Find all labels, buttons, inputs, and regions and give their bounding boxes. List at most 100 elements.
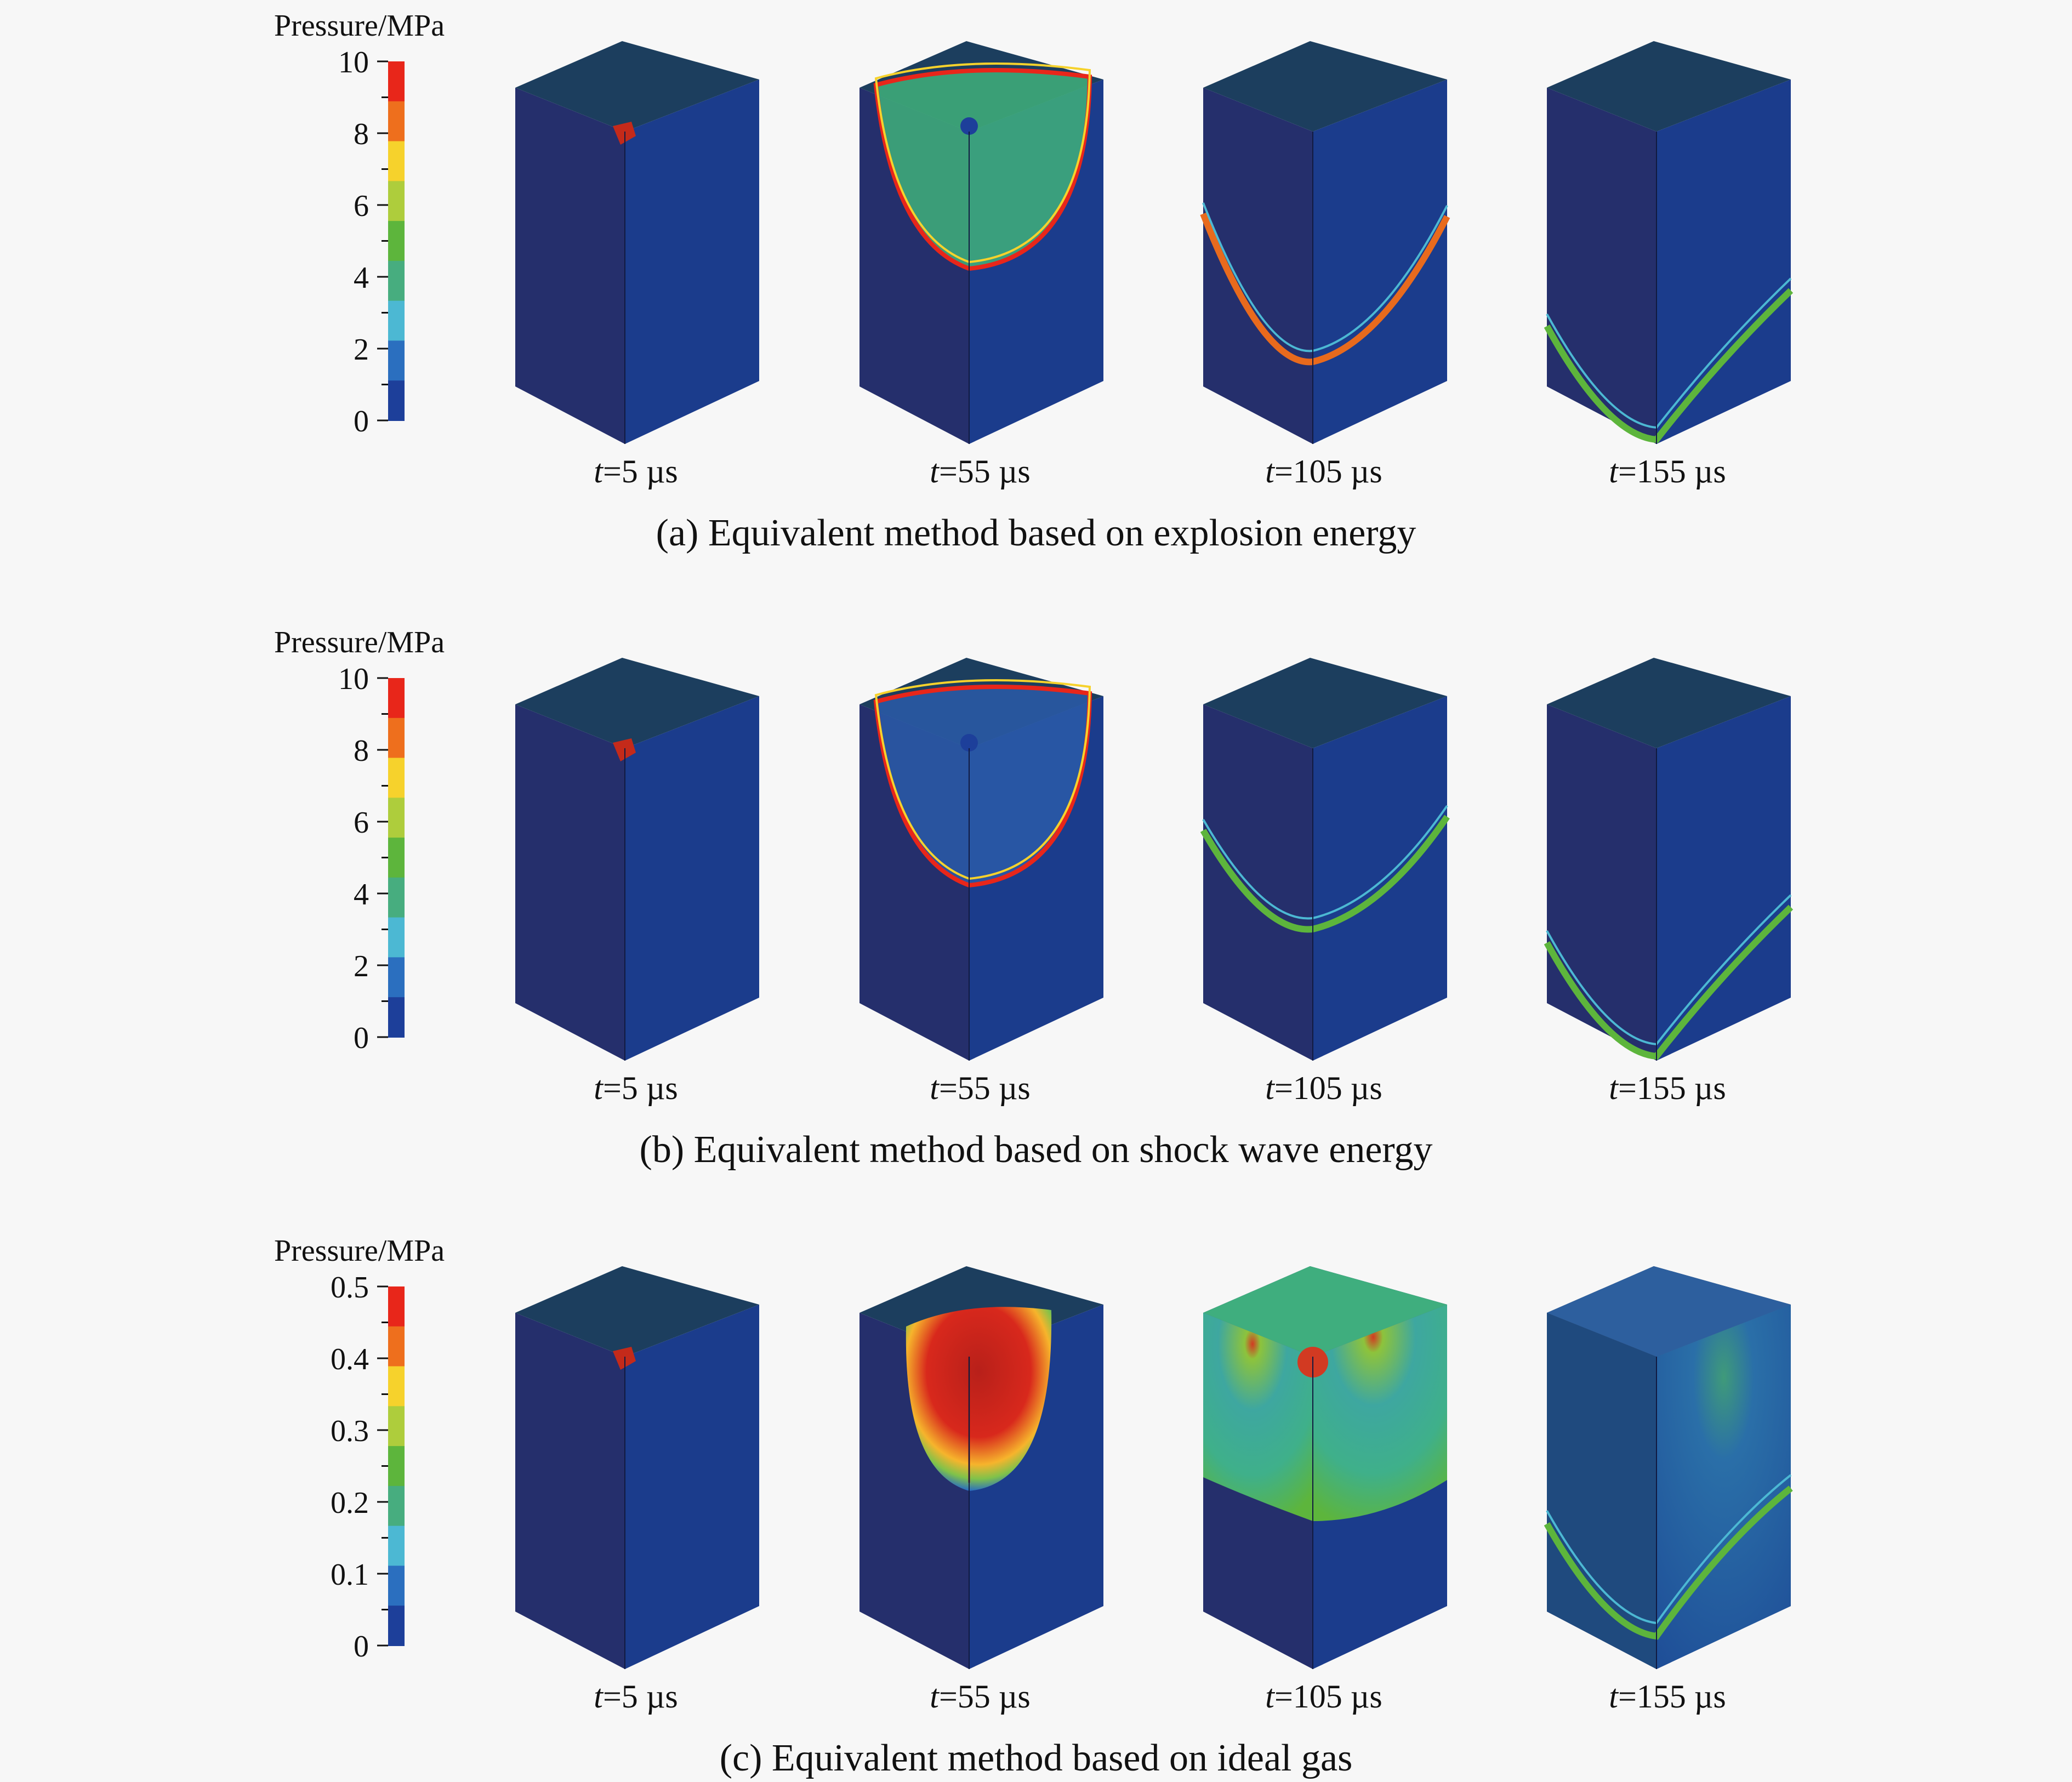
panel-0-colorbar-segment [388, 340, 405, 382]
panel-1-colorbar-segment [388, 838, 405, 878]
panel-2-time-label-1: t=55 µs [930, 1678, 1030, 1715]
panel-2-time-label-2: t=105 µs [1265, 1678, 1382, 1715]
panel-1-cube-2-top-face [1203, 658, 1447, 748]
panel-0-colorbar-segment [388, 101, 405, 142]
panel-2-cube-1-high-pressure-region [906, 1307, 1052, 1491]
panel-2-colorbar-tick-label: 0.2 [331, 1486, 369, 1520]
panel-0-cube-1-wavefront-inner [874, 62, 1091, 264]
panel-1-colorbar-segment [388, 877, 405, 918]
panel-2-colorbar-tick-label: 0.4 [331, 1342, 369, 1376]
panel-0-time-label-1: t=55 µs [930, 453, 1030, 489]
panel-1-cube-2-right-face [1313, 696, 1447, 1061]
panel-0-colorbar-segment [388, 61, 405, 102]
panel-0-colorbar-segment [388, 221, 405, 261]
panel-1-cube-3-top-face [1547, 658, 1791, 748]
panel-0-colorbar-segment [388, 141, 405, 182]
panel-0-time-label-2: t=105 µs [1265, 453, 1382, 489]
panel-0-time-label-3: t=155 µs [1609, 453, 1726, 489]
panel-2-colorbar-segment [388, 1446, 405, 1487]
panel-1-colorbar-segment [388, 957, 405, 998]
panel-0-colorbar-segment [388, 181, 405, 222]
panel-1-colorbar-tick-label: 2 [354, 949, 369, 983]
panel-1-cube-1-cavity [960, 734, 978, 751]
panel-0-cube-3-top-face [1547, 41, 1791, 132]
panel-1-colorbar-segment [388, 917, 405, 958]
panel-1-cube-1-wavefront-inner [874, 679, 1091, 880]
panel-1-cube-0-left-face [515, 704, 625, 1061]
panel-1-time-label-1: t=55 µs [930, 1070, 1030, 1106]
panel-2-colorbar-segment [388, 1406, 405, 1447]
panel-0-cube-0-left-face [515, 88, 625, 444]
panel-1-colorbar-segment [388, 798, 405, 839]
panel-1-time-label-2: t=105 µs [1265, 1070, 1382, 1106]
panel-2-cube-0-top-face [515, 1266, 759, 1357]
panel-1-cube-2-left-face [1203, 704, 1313, 1061]
panel-1-cube-3-left-face [1547, 704, 1657, 1061]
panel-0-colorbar-title: Pressure/MPa [274, 9, 445, 43]
panel-2-cube-2-right-filled [1313, 1305, 1447, 1521]
panel-1-colorbar-segment [388, 678, 405, 719]
panel-2-colorbar-title: Pressure/MPa [274, 1234, 445, 1268]
panel-0-caption: (a) Equivalent method based on explosion… [656, 512, 1416, 554]
panel-2-cube-3-left-filled [1547, 1313, 1657, 1669]
panel-1-cube-3-right-face [1657, 696, 1791, 1061]
panel-0-colorbar-tick-label: 4 [354, 261, 369, 295]
panel-1-caption: (b) Equivalent method based on shock wav… [640, 1129, 1433, 1171]
panel-0-cube-2-right-face [1313, 79, 1447, 444]
panel-2-colorbar-segment [388, 1485, 405, 1527]
panel-2-colorbar-tick-label: 0 [354, 1630, 369, 1664]
panel-1-cube-0-top-face [515, 658, 759, 748]
panel-2-cube-3-right-filled [1657, 1305, 1791, 1669]
panel-1-colorbar-segment [388, 718, 405, 759]
panel-2-caption: (c) Equivalent method based on ideal gas [720, 1737, 1353, 1779]
panel-0-colorbar-segment [388, 260, 405, 301]
panel-0-colorbar-tick-label: 2 [354, 333, 369, 367]
panel-2-cube-0-left-face [515, 1313, 625, 1669]
panel-1-colorbar-segment [388, 997, 405, 1038]
panel-0-cube-3-right-face [1657, 79, 1791, 444]
panel-0-colorbar-tick-label: 10 [338, 45, 369, 79]
panel-0-colorbar-tick-label: 0 [354, 405, 369, 439]
panel-2-time-label-0: t=5 µs [594, 1678, 678, 1715]
panel-2-colorbar-tick-label: 0.3 [331, 1414, 369, 1448]
panel-1-colorbar-tick-label: 10 [338, 662, 369, 696]
panel-0-colorbar-tick-label: 6 [354, 189, 369, 223]
panel-2-time-label-3: t=155 µs [1609, 1678, 1726, 1715]
panel-2-colorbar-segment [388, 1286, 405, 1327]
panel-0-colorbar-tick-label: 8 [354, 117, 369, 151]
panel-1-time-label-3: t=155 µs [1609, 1070, 1726, 1106]
panel-0-cube-2-left-face [1203, 88, 1313, 444]
panel-2-cube-3-top-filled [1547, 1266, 1791, 1357]
panel-1-colorbar-tick-label: 8 [354, 734, 369, 768]
panel-2-cube-2-top-filled [1203, 1266, 1447, 1357]
panel-2-colorbar-tick-label: 0.5 [331, 1271, 369, 1305]
panel-0-cube-1-wavefront [873, 68, 1092, 271]
panel-1-time-label-0: t=5 µs [594, 1070, 678, 1106]
panel-0-cube-2-top-face [1203, 41, 1447, 132]
panel-1-colorbar-segment [388, 758, 405, 799]
panel-2-cube-0-right-face [625, 1305, 759, 1669]
panel-2-colorbar-segment [388, 1565, 405, 1607]
panel-1-colorbar-tick-label: 0 [354, 1021, 369, 1055]
panel-1-colorbar-tick-label: 6 [354, 806, 369, 840]
panel-0-cube-3-left-face [1547, 88, 1657, 444]
panel-2-colorbar-segment [388, 1366, 405, 1407]
panel-2-colorbar-segment [388, 1326, 405, 1367]
panel-2-colorbar-segment [388, 1525, 405, 1567]
panel-2-colorbar-segment [388, 1605, 405, 1646]
panel-1-cube-1-wavefront [873, 685, 1092, 888]
panel-2-colorbar-tick-label: 0.1 [331, 1558, 369, 1592]
panel-1-cube-1-wave-region [876, 687, 1090, 885]
panel-1-colorbar-tick-label: 4 [354, 878, 369, 912]
panel-0-cube-0-right-face [625, 79, 759, 444]
panel-1-colorbar-title: Pressure/MPa [274, 625, 445, 659]
panel-0-cube-0-top-face [515, 41, 759, 132]
panel-0-cube-1-wave-region [876, 70, 1090, 269]
panel-0-colorbar-segment [388, 380, 405, 421]
panel-0-time-label-0: t=5 µs [594, 453, 678, 489]
panel-0-cube-1-cavity [960, 117, 978, 135]
